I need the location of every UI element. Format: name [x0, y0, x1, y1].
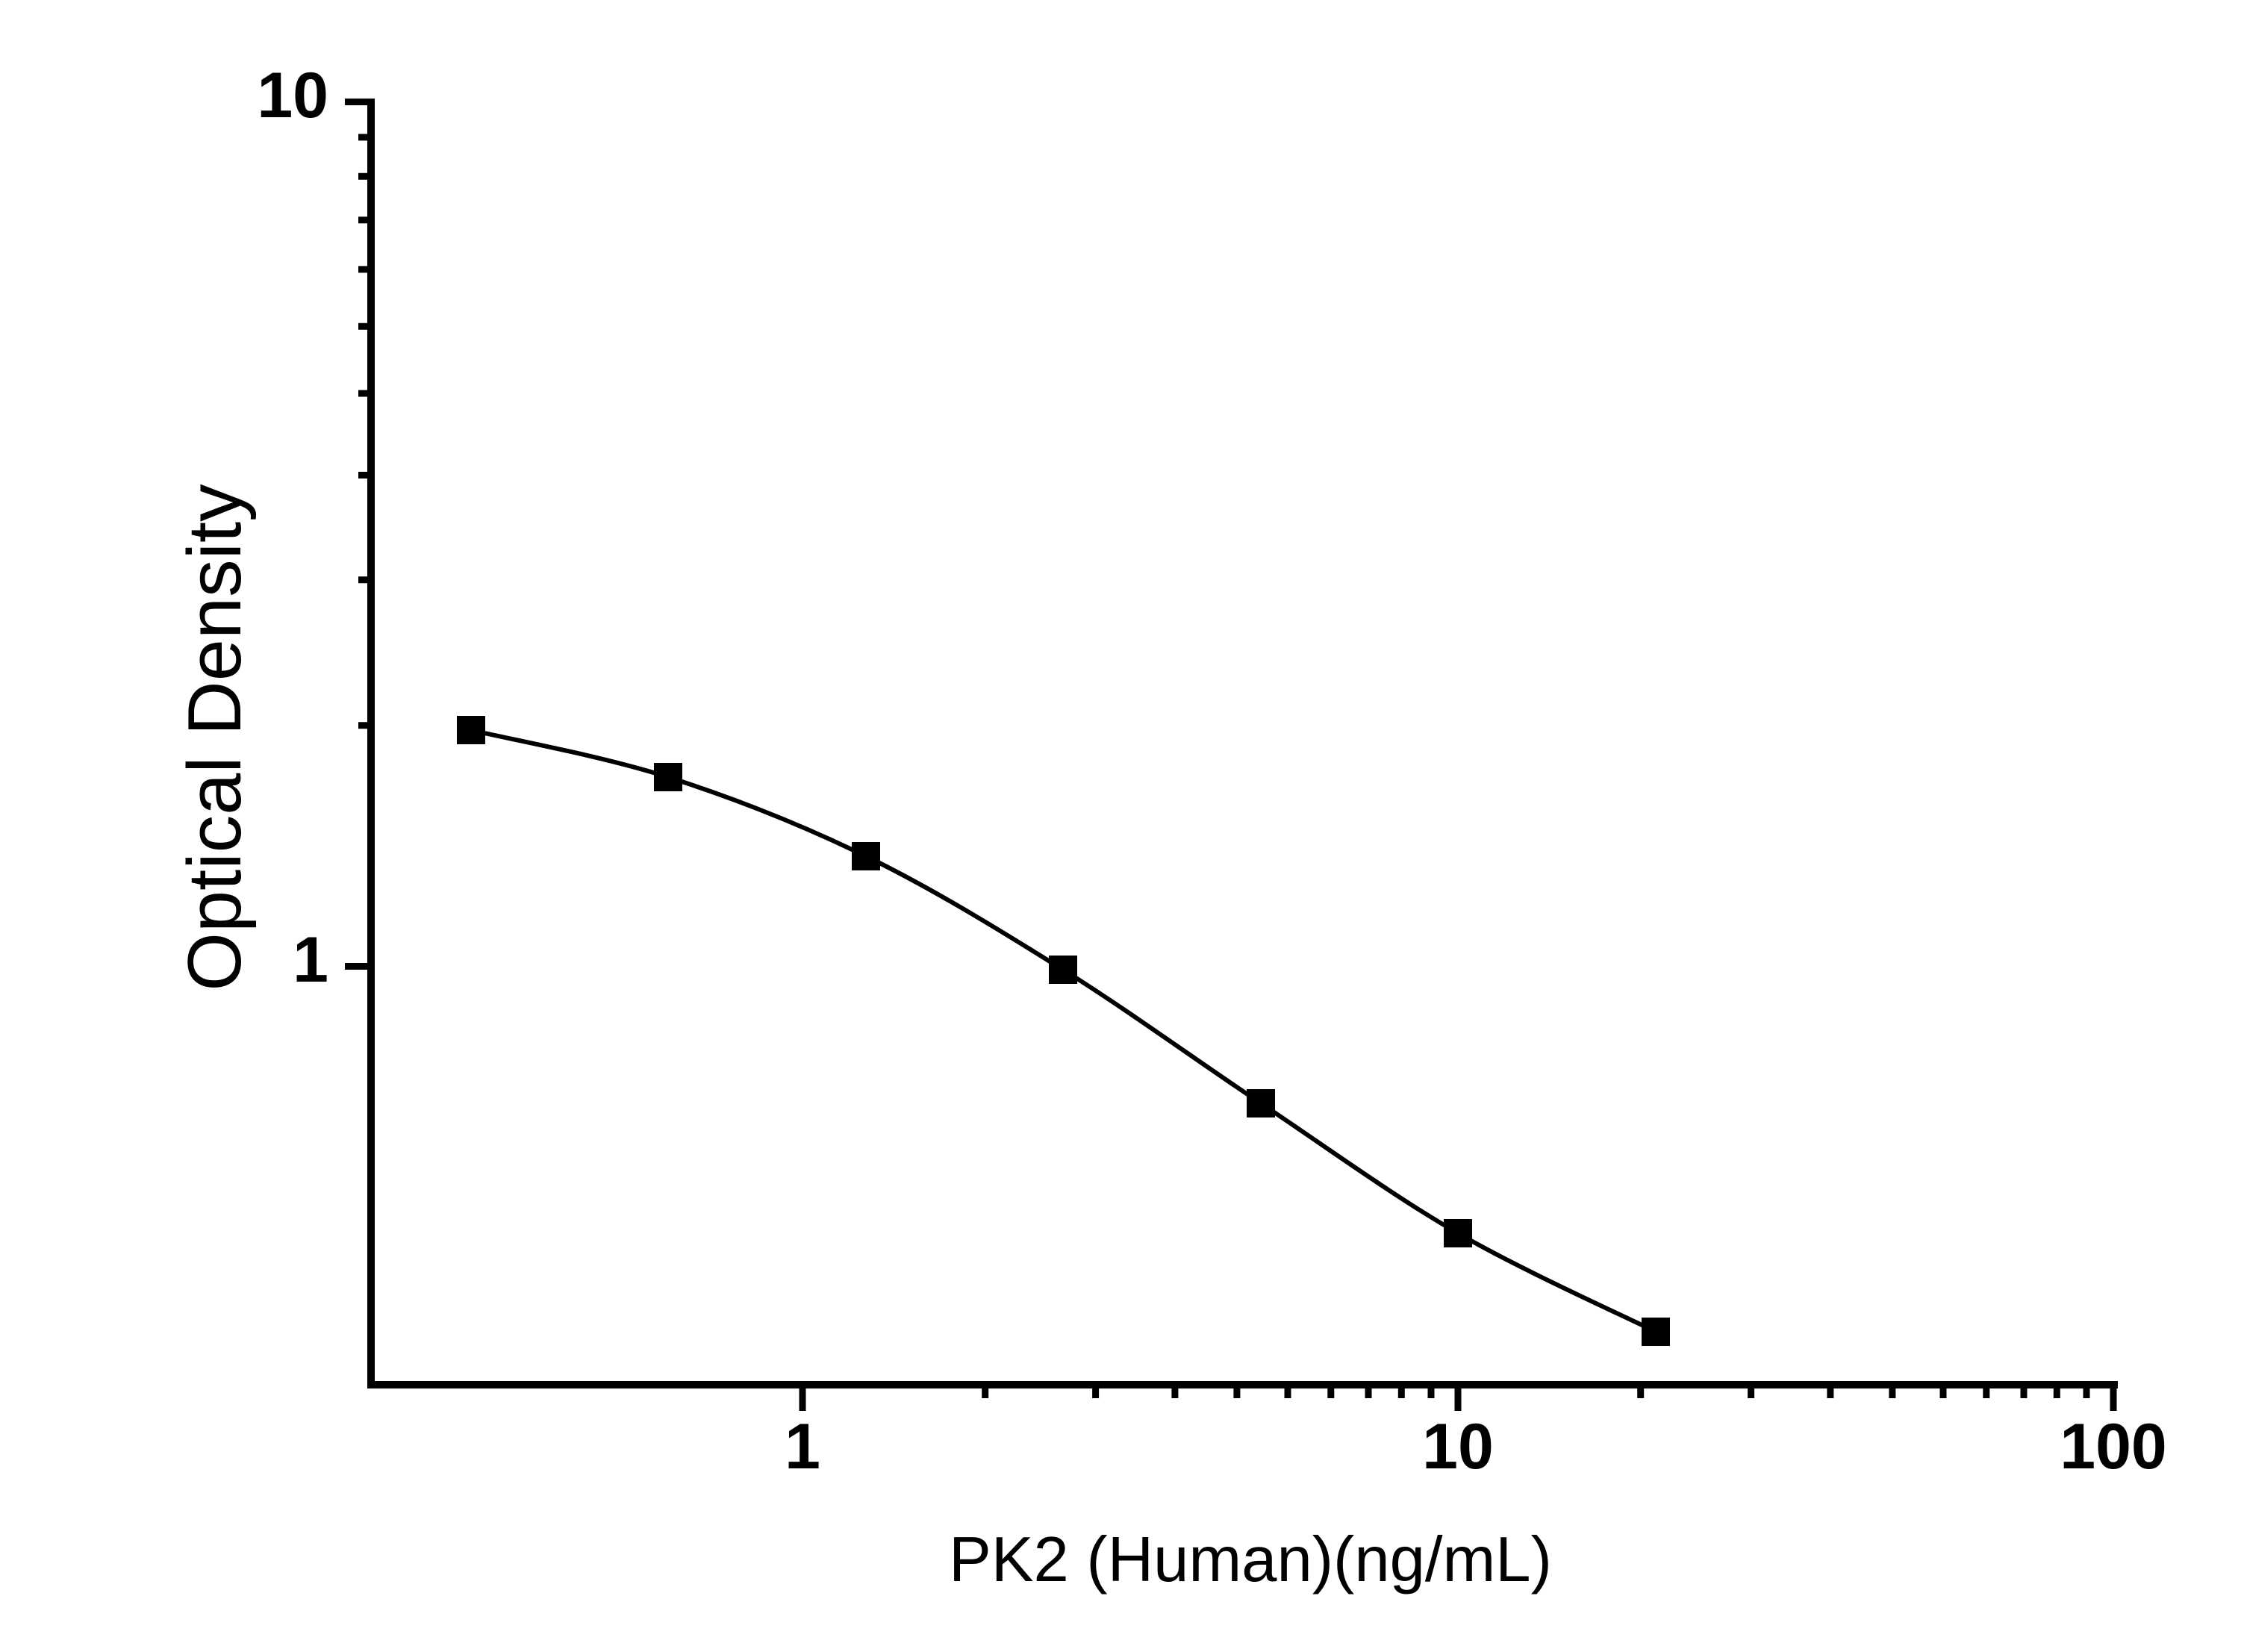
svg-text:100: 100: [2060, 1411, 2167, 1483]
svg-text:1: 1: [293, 924, 328, 996]
svg-text:PK2 (Human)(ng/mL): PK2 (Human)(ng/mL): [949, 1524, 1552, 1595]
svg-text:1: 1: [785, 1411, 820, 1483]
svg-text:10: 10: [1422, 1411, 1494, 1483]
svg-text:Optical Density: Optical Density: [173, 484, 257, 991]
svg-text:10: 10: [257, 60, 328, 131]
